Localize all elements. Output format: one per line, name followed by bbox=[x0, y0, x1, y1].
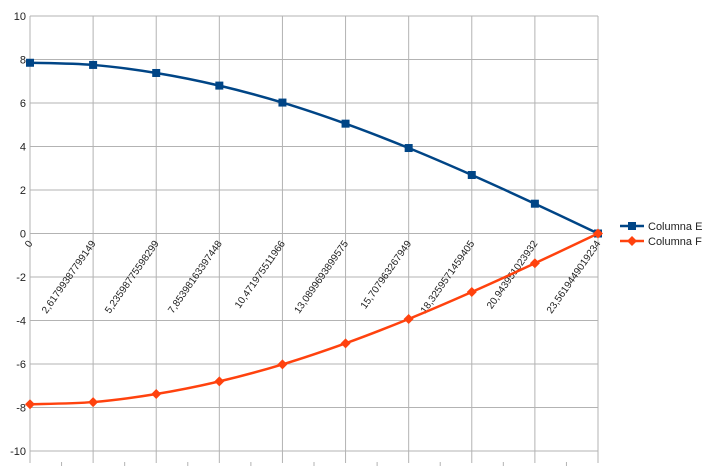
data-point bbox=[340, 338, 351, 349]
data-point bbox=[278, 98, 287, 107]
legend-marker bbox=[627, 236, 637, 246]
series-line bbox=[29, 61, 599, 235]
legend-item: Columna F bbox=[620, 236, 702, 248]
y-tick-label: -8 bbox=[16, 403, 26, 415]
data-point bbox=[404, 144, 413, 153]
data-point bbox=[152, 68, 161, 77]
series-line bbox=[29, 232, 599, 406]
series-lines bbox=[25, 58, 603, 410]
legend-label: Columna F bbox=[648, 236, 702, 248]
y-tick-label: 6 bbox=[20, 98, 26, 110]
data-point bbox=[88, 397, 99, 408]
data-point bbox=[467, 170, 476, 179]
legend: Columna E Columna F bbox=[620, 221, 702, 248]
data-point bbox=[214, 376, 225, 387]
y-tick-label: -6 bbox=[16, 359, 26, 371]
y-tick-label: 10 bbox=[14, 11, 26, 23]
y-tick-label: 0 bbox=[20, 229, 26, 241]
grid-lines bbox=[29, 15, 599, 466]
y-axis-ticks: 10 8 6 4 2 0 -2 -4 -6 -8 -10 bbox=[10, 11, 26, 458]
data-point bbox=[530, 199, 539, 208]
legend-item: Columna E bbox=[620, 221, 702, 233]
y-tick-label: 2 bbox=[20, 185, 26, 197]
data-point bbox=[215, 81, 224, 90]
y-tick-label: -4 bbox=[16, 316, 26, 328]
data-point bbox=[403, 313, 414, 324]
data-point bbox=[277, 359, 288, 370]
data-point bbox=[25, 399, 35, 410]
data-point bbox=[466, 287, 477, 298]
data-point bbox=[151, 389, 162, 400]
data-point bbox=[529, 258, 540, 269]
y-tick-label: -2 bbox=[16, 272, 26, 284]
x-tick-label: 0 bbox=[23, 239, 35, 250]
y-tick-label: 4 bbox=[20, 142, 26, 154]
y-tick-label: 8 bbox=[20, 55, 26, 67]
legend-marker bbox=[628, 222, 636, 230]
data-point bbox=[26, 58, 34, 67]
legend-label: Columna E bbox=[648, 221, 702, 233]
x-tick-label: 20,943951023932 bbox=[485, 239, 541, 312]
data-point bbox=[89, 60, 98, 69]
data-point bbox=[593, 228, 603, 239]
data-point bbox=[341, 119, 350, 128]
x-tick-label: 15,707963267949 bbox=[359, 239, 415, 312]
y-tick-label: -10 bbox=[10, 446, 26, 458]
x-tick-label: 10,471975511966 bbox=[233, 239, 288, 311]
